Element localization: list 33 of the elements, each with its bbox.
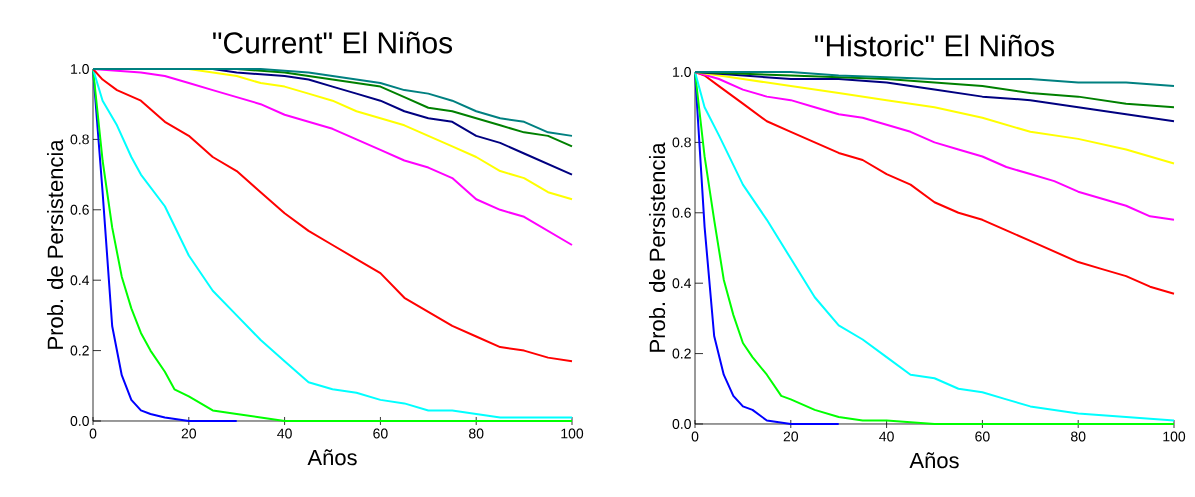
y-tick-label: 0.6 (672, 207, 691, 218)
y-tick-label: 0.2 (70, 345, 89, 356)
x-tick-label: 0 (691, 431, 699, 442)
x-tick-label: 60 (373, 428, 388, 439)
chart-title: "Current" El Niños (213, 31, 453, 54)
y-tick-label: 0.0 (70, 416, 89, 426)
x-tick-label: 0 (89, 428, 97, 439)
x-axis-title: Años (909, 452, 959, 469)
y-axis-title: Prob. de Persistencia (648, 142, 666, 352)
y-tick-label: 1.0 (673, 67, 691, 77)
x-tick-label: 80 (469, 428, 484, 439)
chart-title: "Historic" El Niños (815, 34, 1055, 57)
y-tick-label: 0.0 (672, 419, 691, 429)
x-tick-label: 60 (975, 431, 990, 442)
x-tick-label: 40 (277, 428, 292, 439)
x-tick-label: 80 (1071, 431, 1086, 442)
x-tick-label: 100 (1163, 431, 1186, 442)
y-tick-label: 0.4 (70, 275, 90, 286)
line-series (92, 67, 573, 363)
y-tick-label: 0.2 (672, 348, 691, 359)
y-tick-label: 1.0 (71, 64, 89, 74)
x-tick-label: 20 (181, 428, 197, 439)
x-tick-label: 20 (783, 431, 799, 442)
y-tick-label: 0.6 (70, 204, 89, 215)
y-tick-label: 0.8 (672, 137, 691, 148)
x-axis-title: Años (307, 449, 357, 466)
line-series (694, 70, 1175, 221)
x-tick-label: 40 (879, 431, 894, 442)
y-tick-label: 0.4 (672, 278, 692, 289)
y-tick-label: 0.8 (70, 134, 89, 145)
y-axis-title: Prob. de Persistencia (46, 139, 64, 349)
line-series (694, 70, 1175, 88)
x-tick-label: 100 (561, 428, 584, 439)
